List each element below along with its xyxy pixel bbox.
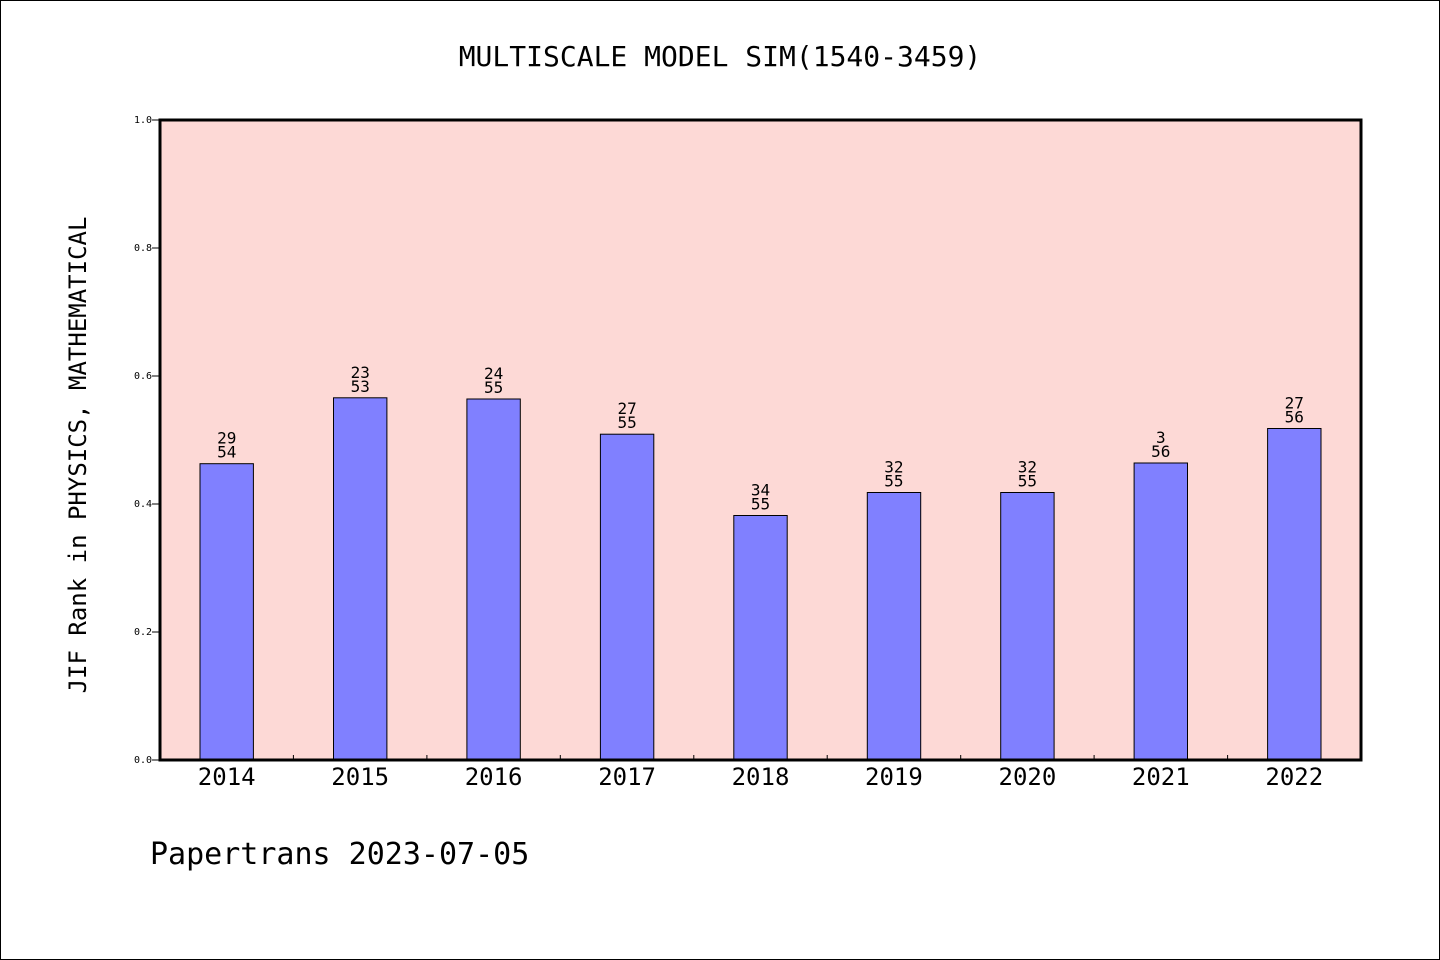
bar-2017 bbox=[599, 433, 655, 761]
bar-2015 bbox=[333, 397, 388, 761]
y-tick-label: 0.4 bbox=[134, 499, 152, 510]
x-tick-label-2019: 2019 bbox=[865, 763, 923, 791]
x-tick-label-2022: 2022 bbox=[1265, 763, 1323, 791]
y-tick-label: 1.0 bbox=[134, 115, 152, 126]
bar-2016 bbox=[466, 398, 521, 761]
y-axis-label: JIF Rank in PHYSICS, MATHEMATICAL bbox=[64, 217, 92, 694]
x-tick-label-2016: 2016 bbox=[465, 763, 523, 791]
data-label-rank-2016: 24 bbox=[484, 364, 503, 383]
y-tick-label: 0.8 bbox=[134, 243, 152, 254]
x-tick-label-2015: 2015 bbox=[331, 763, 389, 791]
x-tick-label-2018: 2018 bbox=[732, 763, 790, 791]
chart-title: MULTISCALE MODEL SIM(1540-3459) bbox=[459, 40, 982, 73]
y-tick-label: 0.0 bbox=[134, 755, 152, 766]
x-axis-ticks: 2014 2015 2016 2017 2018 2019 2020 2021 2022 bbox=[198, 755, 1323, 791]
bar-2020 bbox=[1000, 492, 1055, 761]
data-label-total-2020: 55 bbox=[1018, 472, 1037, 491]
data-label-total-2018: 55 bbox=[751, 495, 770, 514]
bar-2014 bbox=[199, 463, 254, 761]
y-tick-label: 0.2 bbox=[134, 627, 152, 638]
x-tick-label-2020: 2020 bbox=[999, 763, 1057, 791]
x-tick-label-2017: 2017 bbox=[598, 763, 656, 791]
bar-2018 bbox=[733, 515, 788, 761]
data-label-total-2016: 55 bbox=[484, 378, 503, 397]
bar-2022 bbox=[1267, 428, 1322, 761]
data-label-total-2014: 54 bbox=[217, 443, 236, 462]
data-label-rank-2014: 29 bbox=[217, 429, 236, 448]
data-label-total-2022: 56 bbox=[1285, 408, 1304, 427]
data-label-total-2015: 53 bbox=[351, 377, 370, 396]
y-axis-ticks: 0.0 0.2 0.4 0.6 0.8 1.0 bbox=[134, 115, 160, 766]
data-label-total-2017: 55 bbox=[617, 413, 636, 432]
bars-layer bbox=[199, 397, 1322, 761]
footer-credit: Papertrans 2023-07-05 bbox=[150, 837, 529, 872]
x-tick-label-2021: 2021 bbox=[1132, 763, 1190, 791]
data-label-total-2019: 55 bbox=[884, 472, 903, 491]
bar-2021 bbox=[1133, 462, 1188, 761]
data-label-rank-2019: 32 bbox=[884, 458, 903, 477]
data-label-total-2021: 56 bbox=[1151, 442, 1170, 461]
x-tick-label-2014: 2014 bbox=[198, 763, 256, 791]
data-label-rank-2017: 27 bbox=[617, 399, 636, 418]
plot-border bbox=[158, 118, 1363, 762]
data-label-rank-2021: 3 bbox=[1156, 428, 1166, 447]
data-label-rank-2020: 32 bbox=[1018, 458, 1037, 477]
bar-2019 bbox=[866, 492, 922, 761]
y-tick-label: 0.6 bbox=[134, 371, 152, 382]
data-label-rank-2022: 27 bbox=[1285, 394, 1304, 413]
data-label-rank-2018: 34 bbox=[751, 481, 770, 500]
data-label-rank-2015: 23 bbox=[351, 363, 370, 382]
